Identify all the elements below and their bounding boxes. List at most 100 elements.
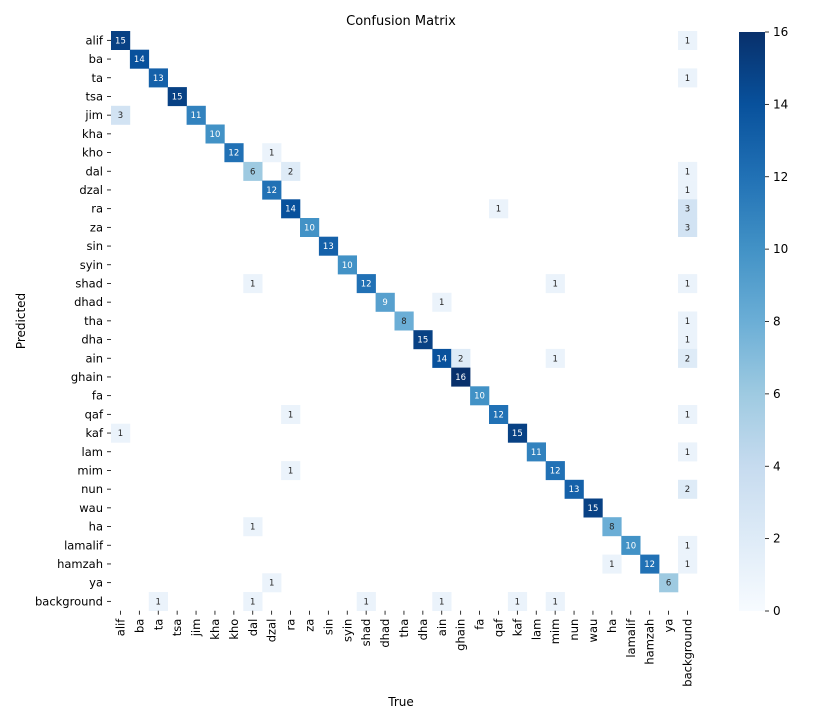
cell-value-label: 12	[361, 279, 372, 289]
y-tick-label: dzal	[79, 183, 103, 197]
x-tick-label: syin	[340, 619, 354, 642]
cell-value-label: 10	[304, 223, 315, 233]
heatmap-cell	[148, 592, 168, 611]
heatmap-cell	[300, 218, 320, 237]
heatmap-cell	[678, 479, 698, 499]
x-tick-label: za	[302, 619, 316, 632]
cell-value-label: 15	[512, 429, 523, 439]
x-tick-label: tsa	[170, 619, 184, 637]
heatmap-cell	[678, 535, 698, 555]
heatmap-cell	[678, 68, 698, 88]
heatmap-cell	[167, 87, 187, 107]
heatmap-cell	[678, 274, 698, 294]
y-tick-label: shad	[75, 276, 103, 290]
y-tick-labels: alif ba ta tsa jim kha kho dal dzal ra za sin syin sh…	[35, 33, 111, 608]
heatmap-cell	[621, 535, 641, 555]
heatmap-cell	[678, 330, 698, 350]
heatmap-cell	[432, 592, 452, 611]
cell-value-label: 1	[685, 541, 690, 551]
cell-value-label: 1	[685, 279, 690, 289]
y-tick-label: dhad	[74, 295, 103, 309]
cell-value-label: 1	[439, 597, 444, 607]
y-tick-label: ya	[89, 576, 103, 590]
heatmap-cell	[545, 274, 565, 294]
x-tick-label: ba	[132, 619, 146, 633]
cell-value-label: 1	[552, 597, 557, 607]
y-tick-label: ain	[85, 351, 103, 365]
heatmap-cell	[678, 31, 698, 50]
y-tick-label: ghain	[71, 370, 103, 384]
x-tick-label: kha	[208, 619, 222, 640]
x-tick-label: nun	[567, 619, 581, 641]
heatmap-cell	[545, 348, 565, 368]
heatmap-cell	[243, 517, 263, 537]
colorbar	[739, 32, 765, 611]
x-tick-label: hamzah	[643, 619, 657, 665]
x-tick-label: kho	[227, 619, 241, 640]
heatmap-cell	[375, 292, 395, 312]
y-tick-label: sin	[87, 239, 103, 253]
colorbar-tick-label: 2	[773, 532, 781, 546]
cell-value-label: 12	[266, 186, 277, 196]
cell-value-label: 1	[685, 410, 690, 420]
heatmap-cell	[262, 180, 282, 200]
cell-value-label: 14	[436, 354, 447, 364]
heatmap-cell	[678, 442, 698, 462]
cell-value-label: 1	[685, 186, 690, 196]
y-tick-label: jim	[84, 108, 103, 122]
heatmap-cell	[678, 348, 698, 368]
cell-value-label: 1	[250, 279, 255, 289]
x-tick-label: ghain	[454, 619, 468, 651]
heatmap-cell	[678, 554, 698, 574]
chart-title: Confusion Matrix	[346, 14, 456, 29]
y-tick-label: ra	[91, 202, 103, 216]
y-tick-label: ba	[89, 52, 103, 66]
x-tick-label: wau	[586, 619, 600, 643]
cell-value-label: 12	[228, 149, 239, 159]
heatmap-cell	[678, 180, 698, 200]
x-tick-label: ain	[435, 619, 449, 637]
heatmap-cell	[281, 161, 301, 181]
y-tick-label: fa	[92, 389, 103, 403]
y-tick-label: kaf	[85, 426, 104, 440]
cell-value-label: 6	[250, 167, 255, 177]
x-tick-label: dha	[416, 619, 430, 641]
heatmap-cell	[394, 311, 414, 331]
cell-value-label: 12	[550, 466, 561, 476]
cell-value-label: 3	[118, 111, 123, 121]
heatmap-cell	[507, 592, 528, 611]
cell-value-label: 1	[685, 560, 690, 570]
colorbar-tick-label: 12	[773, 170, 788, 184]
cell-value-label: 1	[685, 317, 690, 327]
y-tick-label: kha	[82, 127, 103, 141]
y-tick-label: dha	[81, 333, 103, 347]
cell-value-label: 1	[685, 36, 690, 46]
heatmap-cell	[356, 592, 376, 611]
heatmap-cell	[129, 49, 150, 69]
heatmap-cell	[186, 105, 206, 125]
heatmap-cell	[432, 292, 452, 312]
cell-value-label: 6	[666, 579, 671, 589]
heatmap-cell	[111, 105, 131, 125]
y-tick-label: kho	[82, 146, 103, 160]
cell-value-label: 13	[323, 242, 334, 252]
x-tick-label: fa	[473, 619, 487, 630]
y-tick-label: lamalif	[64, 538, 104, 552]
x-tick-label: jim	[189, 619, 203, 638]
cell-value-label: 1	[685, 167, 690, 177]
heatmap-cell	[432, 348, 452, 368]
heatmap-cell	[281, 461, 301, 481]
cell-value-label: 15	[417, 336, 428, 346]
cell-value-label: 15	[172, 92, 183, 102]
cell-value-label: 2	[288, 167, 293, 177]
cell-value-label: 1	[288, 466, 293, 476]
heatmap-cell	[602, 554, 622, 574]
cell-value-label: 1	[363, 597, 368, 607]
y-tick-label: tha	[84, 314, 103, 328]
cell-value-label: 10	[474, 392, 485, 402]
heatmap-cell	[318, 236, 339, 256]
heatmap-cell	[489, 199, 509, 219]
heatmap-cell	[337, 255, 357, 275]
